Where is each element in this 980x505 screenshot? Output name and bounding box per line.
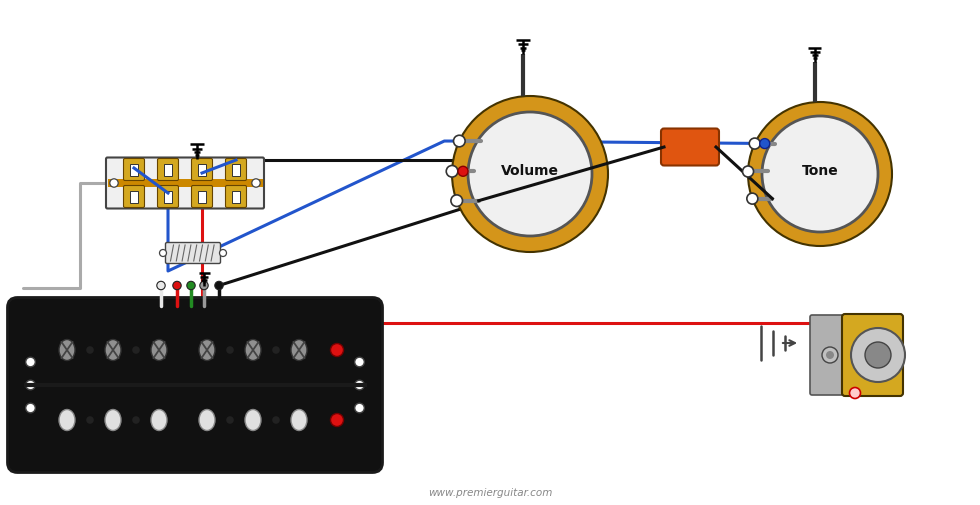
Circle shape <box>226 346 234 354</box>
Circle shape <box>252 179 261 188</box>
FancyBboxPatch shape <box>225 159 247 181</box>
Ellipse shape <box>105 340 121 361</box>
Bar <box>164 191 172 204</box>
Circle shape <box>200 282 208 290</box>
Ellipse shape <box>291 410 307 431</box>
Circle shape <box>215 282 223 290</box>
Circle shape <box>762 117 878 232</box>
Circle shape <box>86 417 94 424</box>
Circle shape <box>747 194 758 205</box>
Circle shape <box>25 403 35 413</box>
Ellipse shape <box>199 340 215 361</box>
Circle shape <box>330 414 344 427</box>
Ellipse shape <box>59 410 75 431</box>
Bar <box>164 165 172 177</box>
FancyBboxPatch shape <box>341 319 377 451</box>
Circle shape <box>110 179 119 188</box>
Ellipse shape <box>245 410 261 431</box>
Circle shape <box>446 166 458 178</box>
Ellipse shape <box>291 340 307 361</box>
Circle shape <box>132 346 140 354</box>
FancyBboxPatch shape <box>810 316 850 395</box>
Circle shape <box>272 346 280 354</box>
FancyBboxPatch shape <box>661 129 719 166</box>
FancyBboxPatch shape <box>123 159 144 181</box>
Circle shape <box>25 358 35 367</box>
Bar <box>130 165 138 177</box>
Circle shape <box>355 403 365 413</box>
Circle shape <box>330 344 344 357</box>
FancyBboxPatch shape <box>225 186 247 208</box>
Circle shape <box>850 388 860 399</box>
Circle shape <box>220 250 226 257</box>
Circle shape <box>743 167 754 178</box>
FancyBboxPatch shape <box>158 186 178 208</box>
Circle shape <box>454 136 465 147</box>
Circle shape <box>458 167 468 177</box>
Circle shape <box>822 347 838 363</box>
FancyBboxPatch shape <box>13 319 48 451</box>
Circle shape <box>451 195 463 207</box>
Circle shape <box>172 282 181 290</box>
Circle shape <box>25 380 35 390</box>
FancyBboxPatch shape <box>123 186 144 208</box>
Text: www.premierguitar.com: www.premierguitar.com <box>428 487 552 497</box>
FancyBboxPatch shape <box>8 298 382 473</box>
Circle shape <box>132 417 140 424</box>
Ellipse shape <box>59 340 75 361</box>
Text: Tone: Tone <box>802 164 838 178</box>
Circle shape <box>272 417 280 424</box>
Circle shape <box>452 97 608 252</box>
Ellipse shape <box>245 340 261 361</box>
FancyBboxPatch shape <box>106 158 264 209</box>
Bar <box>108 180 263 187</box>
FancyBboxPatch shape <box>166 243 220 264</box>
Bar <box>198 165 206 177</box>
FancyBboxPatch shape <box>158 159 178 181</box>
Circle shape <box>760 139 769 149</box>
Circle shape <box>157 282 166 290</box>
Bar <box>232 165 240 177</box>
Circle shape <box>160 250 167 257</box>
Circle shape <box>851 328 905 382</box>
Ellipse shape <box>151 410 167 431</box>
FancyBboxPatch shape <box>191 186 213 208</box>
Circle shape <box>750 139 760 150</box>
Text: Volume: Volume <box>501 164 559 178</box>
Circle shape <box>86 346 94 354</box>
Bar <box>232 191 240 204</box>
Ellipse shape <box>105 410 121 431</box>
Circle shape <box>355 358 365 367</box>
Ellipse shape <box>199 410 215 431</box>
Bar <box>198 191 206 204</box>
FancyBboxPatch shape <box>842 315 903 396</box>
Circle shape <box>226 417 234 424</box>
Circle shape <box>748 103 892 246</box>
Circle shape <box>865 342 891 368</box>
Circle shape <box>355 380 365 390</box>
Ellipse shape <box>151 340 167 361</box>
Circle shape <box>826 351 834 359</box>
Bar <box>130 191 138 204</box>
FancyBboxPatch shape <box>191 159 213 181</box>
Circle shape <box>468 113 592 236</box>
Circle shape <box>187 282 195 290</box>
